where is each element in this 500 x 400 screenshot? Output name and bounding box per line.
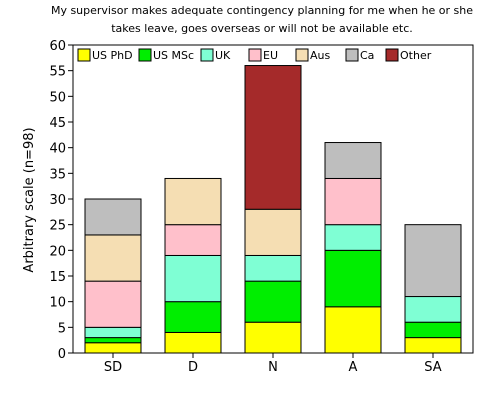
bar-segment-n-aus <box>244 208 302 256</box>
bars <box>84 65 462 354</box>
plot-frame <box>72 44 474 354</box>
bar-segment-d-uk <box>164 254 222 303</box>
chart-title-line-1: My supervisor makes adequate contingency… <box>51 4 473 17</box>
y-tick-label: 0 <box>58 347 66 362</box>
bar-segment-a-us-phd <box>324 306 382 354</box>
bar-segment-n-uk <box>244 254 302 282</box>
legend-label: Aus <box>310 49 330 62</box>
bar-segment-sa-us-msc <box>404 321 462 339</box>
bar-segment-a-us-msc <box>324 249 382 308</box>
legend-label: EU <box>263 49 278 62</box>
bar-segment-sd-ca <box>84 198 142 236</box>
x-axis-tick-labels: SD D N A SA <box>104 353 442 375</box>
bar-segment-sa-ca <box>404 224 462 298</box>
y-tick-label: 30 <box>49 193 66 208</box>
y-tick-label: 20 <box>49 244 66 259</box>
bar-segment-a-eu <box>324 177 382 226</box>
legend-swatch <box>77 48 91 62</box>
bar-segment-n-us-phd <box>244 321 302 354</box>
y-tick-label: 5 <box>58 321 66 336</box>
y-tick-label: 25 <box>49 219 66 234</box>
x-tick-label-sd: SD <box>104 360 122 375</box>
legend-swatch <box>200 48 214 62</box>
legend-swatch <box>295 48 309 62</box>
legend-label: US PhD <box>92 49 133 62</box>
y-axis-ticks: 0 5 10 15 20 25 30 35 40 45 50 55 60 <box>49 39 73 362</box>
bar-segment-a-uk <box>324 224 382 251</box>
y-tick-label: 45 <box>49 116 66 131</box>
y-tick-label: 55 <box>49 65 66 80</box>
bar-segment-d-us-phd <box>164 331 222 354</box>
x-tick-label-sa: SA <box>424 360 441 375</box>
y-tick-label: 40 <box>49 142 66 157</box>
legend-label: US MSc <box>153 49 194 62</box>
legend-swatch <box>385 48 399 62</box>
legend-label: UK <box>215 49 231 62</box>
bar-segment-sa-us-phd <box>404 337 462 354</box>
legend-swatch <box>345 48 359 62</box>
bar-segment-d-eu <box>164 224 222 256</box>
y-axis-label: Arbitrary scale (n=98) <box>22 127 37 272</box>
bar-segment-d-aus <box>164 177 222 226</box>
y-tick-label: 35 <box>49 167 66 182</box>
bar-segment-sd-us-phd <box>84 342 142 354</box>
bar-segment-sd-uk <box>84 326 142 339</box>
y-tick-label: 15 <box>49 270 66 285</box>
x-tick-label-n: N <box>268 360 278 375</box>
x-tick-label-a: A <box>349 360 358 375</box>
y-tick-label: 60 <box>49 39 66 54</box>
chart-title-line-2: takes leave, goes overseas or will not b… <box>111 22 413 35</box>
bar-segment-sd-us-msc <box>84 337 142 344</box>
bar-segment-sd-aus <box>84 234 142 282</box>
x-tick-label-d: D <box>188 360 198 375</box>
bar-segment-sa-uk <box>404 296 462 323</box>
legend: US PhD US MSc UK EU Aus Ca Other <box>77 48 432 62</box>
bar-segment-n-us-msc <box>244 280 302 323</box>
legend-swatch <box>248 48 262 62</box>
y-tick-label: 50 <box>49 90 66 105</box>
bar-segment-d-us-msc <box>164 301 222 333</box>
bar-segment-n-other <box>244 65 302 210</box>
bar-segment-sd-eu <box>84 280 142 328</box>
y-tick-label: 10 <box>49 296 66 311</box>
legend-label: Ca <box>360 49 374 62</box>
bar-segment-a-ca <box>324 142 382 179</box>
legend-label: Other <box>400 49 432 62</box>
legend-swatch <box>138 48 152 62</box>
